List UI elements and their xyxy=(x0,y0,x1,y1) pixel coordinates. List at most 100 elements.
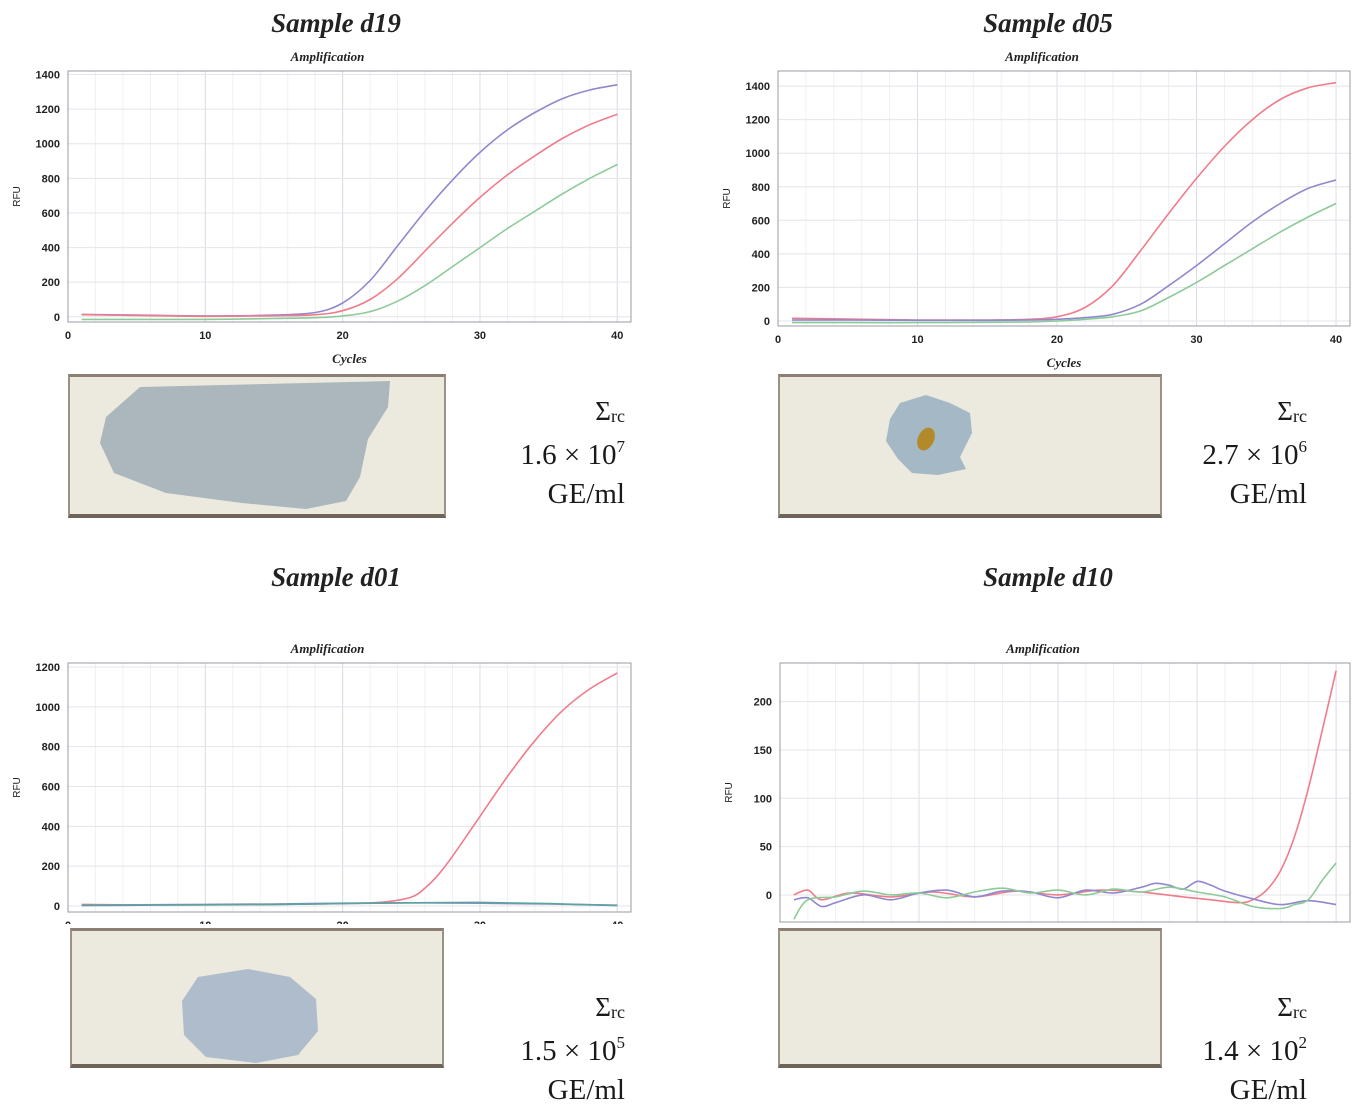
x-tick-label: 40 xyxy=(611,330,623,342)
sample-title: Sample d01 xyxy=(271,562,401,592)
series-line xyxy=(792,202,1337,324)
y-tick-label: 1000 xyxy=(36,702,60,714)
y-tick-label: 400 xyxy=(752,249,770,261)
sample-title: Sample d10 xyxy=(983,562,1113,592)
y-tick-label: 600 xyxy=(752,215,770,227)
concentration-readout: Σrc 1.5 × 105 GE/ml xyxy=(520,988,625,1110)
y-tick-label: 1200 xyxy=(36,662,60,674)
x-tick-label: 0 xyxy=(65,330,71,342)
concentration-value: 1.6 × 107 xyxy=(520,437,625,471)
x-tick-label: 30 xyxy=(474,330,486,342)
x-tick-label: 10 xyxy=(199,330,211,342)
y-tick-label: 1200 xyxy=(746,115,770,127)
concentration-readout: Σrc 2.7 × 106 GE/ml xyxy=(1202,392,1307,514)
y-tick-label: 800 xyxy=(42,742,60,754)
concentration-unit: GE/ml xyxy=(547,478,625,510)
concentration-unit: GE/ml xyxy=(1229,478,1307,510)
y-tick-label: 800 xyxy=(42,173,60,185)
y-tick-label: 400 xyxy=(42,821,60,833)
series-line xyxy=(81,163,618,321)
x-axis-label: Cycles xyxy=(1047,355,1082,370)
concentration-value: 2.7 × 106 xyxy=(1202,437,1307,471)
sample-title: Sample d19 xyxy=(271,8,401,38)
amplification-chart: 010203040020040060080010001200Amplificat… xyxy=(12,641,632,924)
y-tick-label: 50 xyxy=(760,842,772,854)
chart-title: Amplification xyxy=(290,49,365,64)
x-tick-label: 30 xyxy=(1190,334,1202,346)
series-line xyxy=(793,862,1337,920)
concentration-readout: Σrc 1.6 × 107 GE/ml xyxy=(520,392,625,514)
y-tick-label: 800 xyxy=(752,182,770,194)
sum-rc-label: Σrc xyxy=(595,992,625,1022)
plot-area xyxy=(778,71,1350,326)
x-tick-label: 0 xyxy=(775,334,781,346)
amplification-chart: 0 10 20 30 400200400600800100012001400Amplif… xyxy=(722,49,1351,370)
panel-sample-d01: Sample d01 01020304002004006008001000120… xyxy=(0,554,681,1108)
plot-area xyxy=(68,71,631,322)
plot-area xyxy=(780,663,1350,922)
y-tick-label: 0 xyxy=(766,890,772,902)
concentration-unit: GE/ml xyxy=(1229,1074,1307,1106)
concentration-unit: GE/ml xyxy=(547,1074,625,1106)
plot-frame xyxy=(67,70,632,323)
y-tick-label: 0 xyxy=(764,316,770,328)
test-strip-image xyxy=(778,928,1162,1068)
series-line xyxy=(81,901,618,907)
test-strip-image xyxy=(70,928,444,1068)
y-tick-label: 600 xyxy=(42,208,60,220)
series-line xyxy=(81,113,618,318)
amplification-chart: 0 10 20 30 400200400600800100012001400Amplif… xyxy=(12,49,632,366)
series-line xyxy=(793,880,1337,908)
plot-frame xyxy=(779,662,1351,923)
sum-rc-label: Σrc xyxy=(1277,396,1307,426)
x-axis-label: Cycles xyxy=(332,351,367,366)
y-tick-label: 200 xyxy=(42,277,60,289)
y-tick-label: 1400 xyxy=(746,81,770,93)
y-tick-label: 400 xyxy=(42,243,60,255)
y-tick-label: 1000 xyxy=(746,148,770,160)
plot-frame xyxy=(777,70,1351,327)
concentration-value: 1.5 × 105 xyxy=(520,1033,625,1067)
x-tick-label: 30 xyxy=(474,920,486,924)
sample-title: Sample d05 xyxy=(983,8,1113,38)
y-tick-label: 1200 xyxy=(36,104,60,116)
panel-sample-d19: Sample d19 0 10 20 30 40 0 200 400 600 800 1000 120… xyxy=(0,0,681,554)
y-tick-label: 100 xyxy=(754,793,772,805)
y-tick-label: 0 xyxy=(54,312,60,324)
x-tick-label: 20 xyxy=(337,330,349,342)
y-axis-label: RFU xyxy=(12,777,23,798)
chart-title: Amplification xyxy=(1005,641,1080,656)
test-strip-image xyxy=(778,374,1162,518)
x-tick-label: 40 xyxy=(611,920,623,924)
plot-area xyxy=(68,663,631,912)
x-tick-label: 40 xyxy=(1330,334,1342,346)
panel-sample-d05: Sample d05 0 10 20 30 40 0 200 400 600 800 1000 120… xyxy=(682,0,1363,554)
panel-sample-d10: Sample d10 010203040050100150200Amplific… xyxy=(682,554,1363,1108)
y-tick-label: 150 xyxy=(754,745,772,757)
x-tick-label: 10 xyxy=(199,920,211,924)
amplification-chart: 010203040050100150200AmplificationCycles… xyxy=(724,641,1351,923)
y-tick-label: 200 xyxy=(754,697,772,709)
y-tick-label: 600 xyxy=(42,782,60,794)
y-axis-label: RFU xyxy=(12,186,23,207)
x-tick-label: 20 xyxy=(337,920,349,924)
plot-frame xyxy=(67,662,632,913)
concentration-readout: Σrc 1.4 × 102 GE/ml xyxy=(1202,988,1307,1110)
y-axis-label: RFU xyxy=(722,188,733,209)
chart-title: Amplification xyxy=(1004,49,1079,64)
concentration-value: 1.4 × 102 xyxy=(1202,1033,1307,1067)
y-tick-label: 1000 xyxy=(36,139,60,151)
y-tick-label: 1400 xyxy=(36,69,60,81)
y-tick-label: 200 xyxy=(42,861,60,873)
y-axis-label: RFU xyxy=(724,782,735,803)
x-tick-label: 20 xyxy=(1051,334,1063,346)
chart-title: Amplification xyxy=(290,641,365,656)
x-tick-label: 0 xyxy=(65,920,71,924)
sum-rc-label: Σrc xyxy=(1277,992,1307,1022)
x-tick-label: 10 xyxy=(911,334,923,346)
sum-rc-label: Σrc xyxy=(595,396,625,426)
y-tick-label: 0 xyxy=(54,901,60,913)
y-tick-label: 200 xyxy=(752,282,770,294)
series-line xyxy=(791,179,1337,322)
test-strip-image xyxy=(68,374,446,518)
